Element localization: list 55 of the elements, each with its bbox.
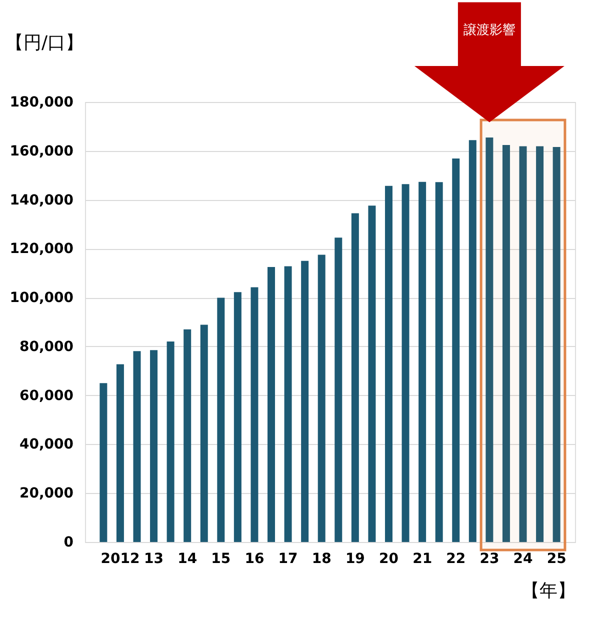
bar	[368, 206, 376, 542]
bar	[217, 298, 225, 542]
x-tick-label: 14	[178, 551, 198, 567]
bar	[284, 266, 292, 542]
x-tick-label: 25	[546, 551, 566, 567]
x-tick-label: 19	[345, 551, 365, 567]
y-tick-label: 120,000	[10, 241, 74, 258]
y-tick-label: 140,000	[10, 192, 74, 208]
bar	[100, 383, 108, 542]
y-tick-label: 0	[64, 534, 74, 550]
x-tick-label: 16	[244, 551, 264, 567]
x-tick-label: 22	[446, 551, 466, 567]
y-axis-title: 【円/口】	[6, 32, 84, 54]
bar	[334, 238, 342, 542]
bar	[318, 254, 326, 542]
bar	[452, 158, 460, 542]
bar	[166, 342, 174, 542]
x-tick-label: 2012	[100, 551, 140, 567]
bar	[150, 350, 158, 542]
bar	[435, 182, 443, 542]
bar	[502, 145, 510, 542]
bar	[234, 292, 242, 542]
bar	[250, 287, 258, 542]
bar	[200, 324, 208, 542]
x-tick-label: 20	[379, 551, 399, 567]
bar	[384, 186, 392, 542]
bar	[402, 184, 410, 542]
x-tick-label: 18	[312, 551, 332, 567]
y-tick-label: 180,000	[10, 94, 74, 110]
x-tick-label: 23	[480, 551, 500, 567]
text: 譲渡影響	[463, 23, 516, 38]
x-tick-label: 24	[513, 551, 534, 567]
y-tick-label: 20,000	[19, 486, 74, 502]
x-tick-label: 15	[211, 551, 231, 567]
bar	[184, 329, 192, 542]
bar	[552, 146, 560, 542]
y-tick-label: 40,000	[19, 436, 74, 453]
y-tick-label: 80,000	[19, 338, 74, 355]
bar	[301, 260, 309, 542]
bar	[486, 137, 494, 542]
bar	[468, 140, 476, 542]
y-tick-label: 100,000	[10, 290, 74, 306]
y-tick-label: 160,000	[10, 143, 74, 160]
x-tick-label: 21	[412, 551, 432, 567]
x-axis-title: 【年】	[522, 580, 576, 602]
bar	[268, 267, 276, 542]
bar	[116, 364, 124, 542]
y-tick-label: 60,000	[19, 388, 74, 404]
x-tick-label: 13	[144, 551, 164, 567]
bar	[351, 213, 359, 542]
x-tick-label: 17	[278, 551, 298, 567]
bar	[133, 351, 141, 542]
bar	[418, 182, 426, 542]
bar	[536, 146, 544, 542]
bar	[519, 146, 527, 542]
